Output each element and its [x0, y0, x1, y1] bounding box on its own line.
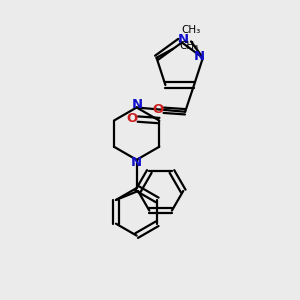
Text: N: N — [132, 98, 143, 111]
Text: N: N — [178, 33, 189, 46]
Text: O: O — [152, 103, 164, 116]
Text: CH₃: CH₃ — [179, 41, 199, 51]
Text: N: N — [194, 50, 205, 63]
Text: N: N — [130, 156, 142, 169]
Text: O: O — [126, 112, 138, 125]
Text: CH₃: CH₃ — [182, 26, 201, 35]
